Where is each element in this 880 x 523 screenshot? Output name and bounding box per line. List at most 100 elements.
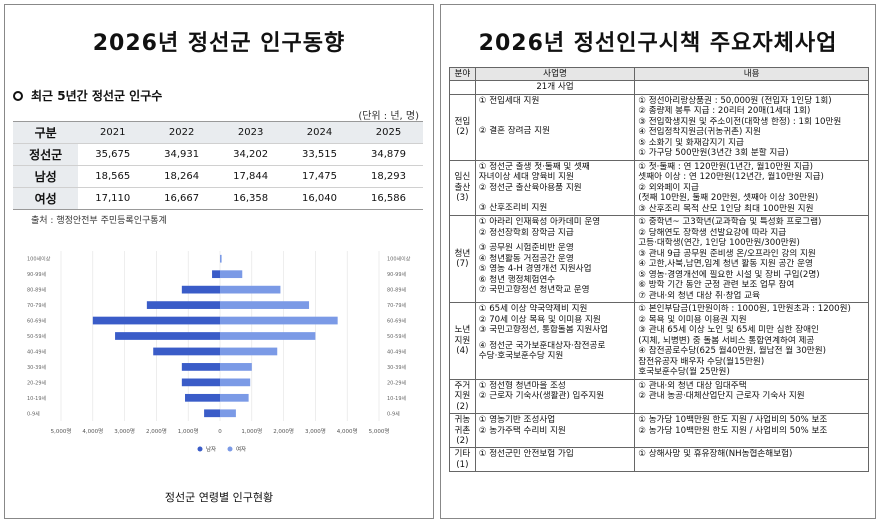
male-bar (185, 393, 220, 402)
male-bar (181, 378, 220, 387)
project-name: ⑥ 청년 행정체험연수 (478, 274, 556, 285)
x-tick-label: 1,000명 (241, 428, 262, 435)
age-label-right: 80-89세 (387, 287, 407, 294)
project-name: ① 전입세대 지원 (478, 95, 540, 106)
male-bar (92, 316, 220, 325)
project-name: ⑤ 영농 4-H 경영개선 지원사업 (478, 264, 592, 275)
table-row: 정선군 35,675 34,931 34,202 33,515 34,879 (13, 143, 423, 166)
header-cell: 2022 (147, 121, 217, 144)
category-label: 주거 (454, 380, 471, 391)
project-name: ③ 공무원 시험준비반 운영 (478, 243, 574, 254)
category-label: 출산 (454, 182, 471, 193)
age-label-left: 0-9세 (27, 410, 40, 417)
right-title: 2026년 정선인구시책 주요자체사업 (478, 31, 838, 56)
project-details-cell: ① 상해사망 및 휴유장해(NH농협손해보험) (634, 447, 869, 473)
female-bar (220, 378, 251, 387)
project-detail: ⑦ 관내·외 청년 대상 취·창업 교육 (638, 290, 760, 301)
female-bar (220, 316, 338, 325)
age-label-right: 70-79세 (387, 302, 407, 309)
category-label: (7) (456, 259, 469, 270)
project-details-cell: ① 첫·둘째 : 연 120만원(1년간, 월10만원 지급) 셋째아 이상 :… (634, 159, 869, 217)
unit-label: (단위 : 년, 명) (358, 111, 419, 122)
project-section-row: 전입 (2) ① 전입세대 지원 ② 결혼 장려금 지원 ① 정선아리랑상품권 : 50… (449, 93, 869, 161)
project-names-cell: ① 정선군민 안전보험 가입 (474, 447, 636, 473)
population-pyramid-chart: 5,000명 4,000명 3,000명 2,000명 1,000명 0 1,000명 2,0… (27, 251, 411, 453)
total-row: 21개 사업 (449, 80, 869, 95)
legend-male-label: 남자 (206, 445, 216, 453)
category-label: (4) (456, 346, 469, 357)
table-cell: 17,475 (285, 165, 354, 188)
row-label: 정선군 (13, 143, 79, 166)
female-bar (220, 270, 243, 279)
project-names-cell: ① 아라리 인재육성 아카데미 운영 ② 정선장학회 장학금 지급 ③ 공무원 시험… (474, 215, 636, 304)
x-tick-label: 2,000명 (273, 428, 294, 435)
row-label: 남성 (13, 165, 79, 188)
category-label: 지원 (454, 391, 471, 402)
age-label-left: 50-59세 (27, 333, 47, 340)
category-label: (3) (456, 193, 469, 204)
table-cell: 18,293 (354, 165, 423, 188)
age-label-right: 60-69세 (387, 318, 407, 325)
category-label: 전입 (454, 116, 471, 127)
category-label: 귀농 (454, 415, 471, 426)
projects-table: 분야 사업명 내용 21개 사업 전입 (2) ① 전입세대 지원 ② 결혼 장려금 … (449, 66, 869, 473)
total-cat-cell (449, 80, 476, 95)
category-label: (2) (456, 435, 469, 446)
age-label-left: 70-79세 (27, 302, 47, 309)
project-names-cell: ① 영농기반 조성사업 ② 농가주택 수리비 지원 (474, 413, 636, 449)
project-name: ② 농가주택 수리비 지원 (478, 425, 566, 436)
table-cell: 16,586 (354, 187, 423, 210)
project-detail: 셋째아 이상 : 연 120만원(12년간, 월10만원 지급) (638, 172, 824, 183)
male-bar (115, 332, 220, 340)
project-name: ③ 산후조리비 지원 (478, 203, 548, 214)
project-detail: ② 외와페이 지급 (638, 182, 699, 193)
header-cell: 2023 (216, 121, 286, 144)
x-tick-label: 4,000명 (82, 428, 103, 435)
project-detail: ③ 관내 9급 공무원 준비생 온/오프라인 강의 지원 (638, 248, 816, 259)
project-detail: 호국보훈수당(월 25만원) (638, 367, 730, 378)
table-cell: 35,675 (78, 143, 148, 166)
age-label-left: 30-39세 (27, 364, 47, 371)
project-name: ② 정선군 출산육아용품 지원 (478, 182, 582, 193)
project-name: ① 아라리 인재육성 아카데미 운영 (478, 217, 601, 228)
policy-projects-panel: 2026년 정선인구시책 주요자체사업 분야 사업명 내용 21개 사업 전입(… (440, 4, 876, 519)
project-section-row: 노년 지원 (4) ① 65세 이상 약국약제비 지원 ② 70세 이상 목욕 및 이미… (449, 302, 869, 380)
project-detail: ① 농가당 10백만원 한도 지원 / 사업비의 50% 보조 (638, 415, 828, 426)
project-detail: ④ 참전공로수당(625 월40만원, 월남전 월 30만원) (638, 346, 826, 357)
header-cell: 2024 (285, 121, 354, 144)
project-name: ① 65세 이상 약국약제비 지원 (478, 304, 588, 315)
project-name: 수당·호국보훈수당 지원 (478, 351, 564, 362)
project-name: ② 정선장학회 장학금 지급 (478, 227, 574, 238)
male-bar (204, 409, 220, 418)
female-bar (220, 347, 278, 356)
section-heading: 최근 5년간 정선군 인구수 (13, 87, 162, 104)
age-label-left: 40-49세 (27, 348, 47, 355)
project-detail: ② 관내 농공·대체산업단지 근로자 기숙사 지원 (638, 391, 805, 402)
category-cell: 전입 (2) (449, 93, 476, 161)
category-cell: 임신 출산 (3) (449, 159, 476, 217)
category-label: 임신 (454, 172, 471, 183)
project-detail: ① 첫·둘째 : 연 120만원(1년간, 월10만원 지급) (638, 161, 814, 172)
table-cell: 16,358 (216, 187, 286, 210)
age-label-right: 100세이상 (387, 256, 411, 263)
female-bar (220, 301, 310, 309)
total-count: 21개 사업 (474, 80, 636, 95)
project-detail: ③ 산후조리 목적 산모 1인당 최대 100만원 지원 (638, 203, 814, 214)
table-cell: 34,931 (147, 143, 217, 166)
project-details-cell: ① 관내·외 청년 대상 임대주택 ② 관내 농공·대체산업단지 근로자 기숙사 … (634, 378, 869, 415)
project-detail: ⑥ 방학 기간 동안 군정 관련 보조 업무 참여 (638, 280, 795, 291)
age-label-left: 80-89세 (27, 287, 47, 294)
x-tick-label: 4,000명 (337, 428, 358, 435)
source-note: 출처 : 행정안전부 주민등록인구통계 (31, 216, 167, 226)
section-heading-text: 최근 5년간 정선군 인구수 (31, 89, 163, 103)
age-label-right: 10-19세 (387, 395, 407, 402)
category-label: (2) (456, 401, 469, 412)
female-bar (220, 285, 281, 294)
project-detail: ① 중학년~ 고3학년(교과학습 및 특성화 프로그램) (638, 217, 822, 228)
table-cell: 18,264 (147, 165, 217, 188)
female-bar (220, 254, 222, 263)
age-label-right: 50-59세 (387, 333, 407, 340)
age-label-right: 0-9세 (387, 410, 400, 417)
table-cell: 33,515 (285, 143, 354, 166)
legend-female-swatch (227, 446, 233, 452)
